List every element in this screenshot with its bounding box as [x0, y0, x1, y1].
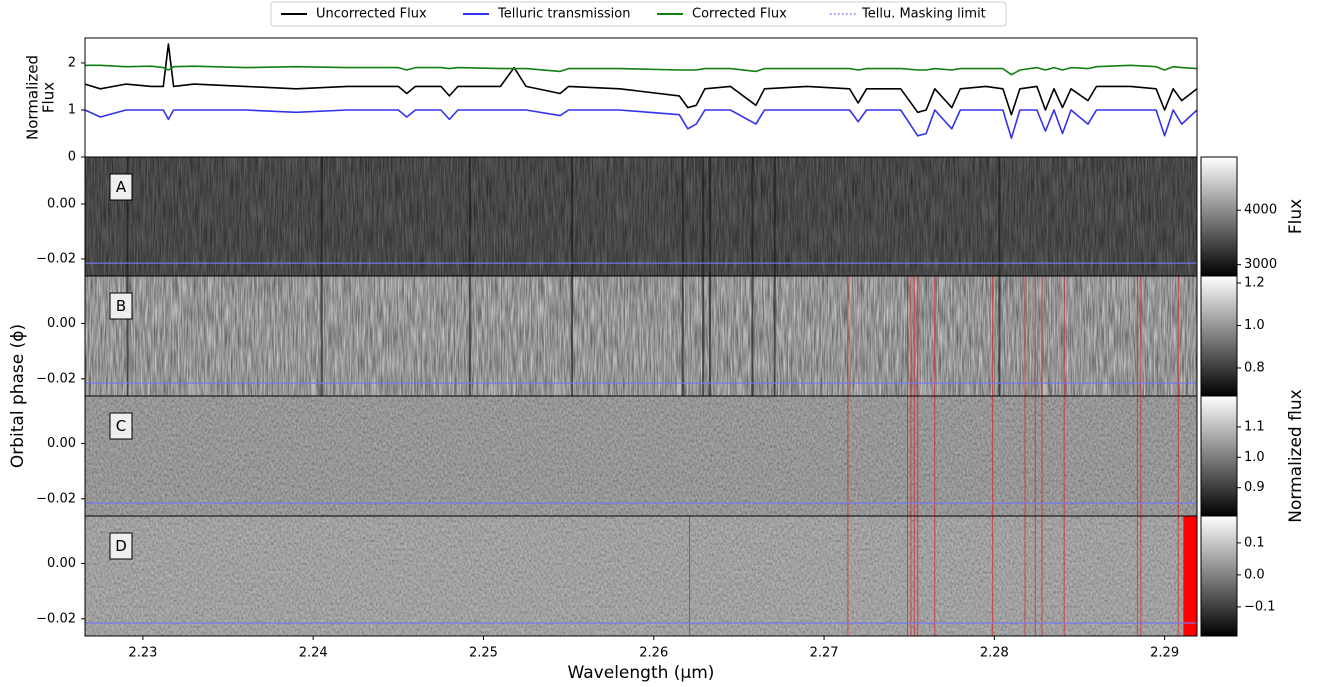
masked-band	[1183, 516, 1197, 636]
y-tick-label: 0.00	[47, 556, 76, 571]
y-tick-label: −0.02	[36, 251, 76, 266]
legend-label: Tellu. Masking limit	[861, 7, 986, 22]
colorbar-tick-label: 0.1	[1244, 535, 1265, 550]
y-tick-label: −0.02	[36, 491, 76, 506]
panel-label-box	[109, 532, 133, 560]
y-tick-label: 1	[68, 102, 76, 117]
y-axis-label: Normalized	[24, 55, 42, 140]
y-axis-label: Flux	[40, 82, 58, 113]
colorbar	[1200, 156, 1238, 277]
colorbar	[1200, 395, 1238, 517]
colorbar	[1200, 515, 1238, 637]
heatmap-noise	[85, 276, 1197, 396]
legend-label: Corrected Flux	[692, 7, 787, 22]
panel-label: C	[116, 417, 126, 435]
colorbar-tick-label: 1.1	[1244, 419, 1265, 434]
legend-label: Uncorrected Flux	[316, 7, 427, 22]
y-axis-label: Orbital phase (ϕ)	[8, 324, 28, 468]
x-tick-label: 2.29	[1150, 646, 1179, 661]
legend-box	[270, 1, 1007, 27]
panel-label-box	[109, 173, 133, 201]
series-line	[84, 109, 1198, 139]
panel-label-box	[109, 292, 133, 320]
colorbar-label: Flux	[1286, 199, 1306, 234]
x-tick-label: 2.24	[299, 646, 328, 661]
y-tick-label: −0.02	[36, 611, 76, 626]
x-axis-label: Wavelength (μm)	[568, 663, 715, 683]
series-line	[84, 43, 1198, 116]
colorbar-tick-label: 1.0	[1244, 450, 1265, 465]
panel-frame	[84, 515, 1198, 637]
x-tick-label: 2.26	[639, 646, 668, 661]
x-tick-label: 2.28	[980, 646, 1009, 661]
colorbar-tick-label: 0.8	[1244, 360, 1265, 375]
legend-label: Telluric transmission	[497, 7, 630, 22]
colorbar-tick-label: 0.0	[1244, 567, 1265, 582]
colorbar	[1200, 275, 1238, 397]
panel-frame	[84, 37, 1198, 158]
x-tick-label: 2.23	[128, 646, 157, 661]
y-tick-label: 0.00	[47, 196, 76, 211]
colorbar-tick-label: −0.1	[1244, 599, 1276, 614]
y-tick-label: 0.00	[47, 316, 76, 331]
y-tick-label: 0	[68, 150, 76, 165]
colorbar-tick-label: 0.9	[1244, 480, 1265, 495]
colorbar-tick-label: 1.0	[1244, 318, 1265, 333]
heatmap-noise	[85, 157, 1197, 276]
panel-label-box	[109, 412, 133, 440]
colorbar-label: Normalized flux	[1286, 389, 1306, 522]
x-tick-label: 2.27	[810, 646, 839, 661]
heatmap-noise	[85, 516, 1197, 636]
colorbar-tick-label: 1.2	[1244, 276, 1265, 291]
colorbar-tick-label: 3000	[1244, 257, 1277, 272]
x-tick-label: 2.25	[469, 646, 498, 661]
panel-label: A	[116, 178, 127, 196]
y-tick-label: 2	[68, 55, 76, 70]
y-tick-label: −0.02	[36, 371, 76, 386]
panel-label: B	[116, 297, 126, 315]
panel-label: D	[115, 537, 127, 555]
colorbar-tick-label: 4000	[1244, 203, 1277, 218]
heatmap-noise	[85, 396, 1197, 516]
series-line	[85, 64, 1198, 76]
y-tick-label: 0.00	[47, 436, 76, 451]
